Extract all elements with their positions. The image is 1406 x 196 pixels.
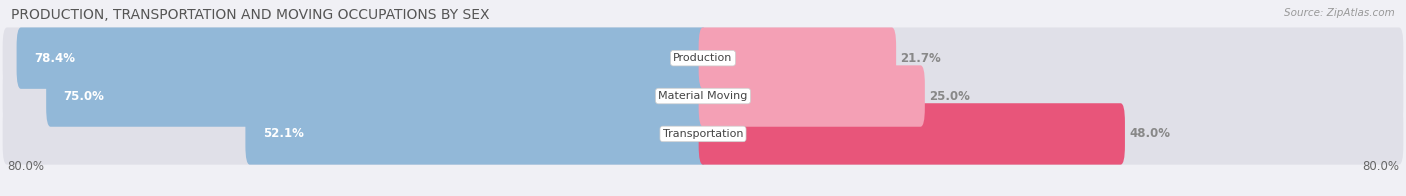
FancyBboxPatch shape xyxy=(3,65,1403,127)
FancyBboxPatch shape xyxy=(699,27,896,89)
Text: 78.4%: 78.4% xyxy=(34,52,75,65)
Text: Production: Production xyxy=(673,53,733,63)
FancyBboxPatch shape xyxy=(3,27,1403,89)
FancyBboxPatch shape xyxy=(17,27,707,89)
FancyBboxPatch shape xyxy=(3,103,1403,165)
Legend: Male, Female: Male, Female xyxy=(643,195,763,196)
FancyBboxPatch shape xyxy=(246,103,707,165)
FancyBboxPatch shape xyxy=(699,103,1125,165)
Text: PRODUCTION, TRANSPORTATION AND MOVING OCCUPATIONS BY SEX: PRODUCTION, TRANSPORTATION AND MOVING OC… xyxy=(11,8,489,22)
Text: 80.0%: 80.0% xyxy=(1362,160,1399,173)
Text: 25.0%: 25.0% xyxy=(929,90,970,103)
Text: Material Moving: Material Moving xyxy=(658,91,748,101)
Text: 52.1%: 52.1% xyxy=(263,127,304,140)
Text: Transportation: Transportation xyxy=(662,129,744,139)
FancyBboxPatch shape xyxy=(46,65,707,127)
Text: 80.0%: 80.0% xyxy=(7,160,44,173)
Text: Source: ZipAtlas.com: Source: ZipAtlas.com xyxy=(1284,8,1395,18)
Text: 21.7%: 21.7% xyxy=(900,52,941,65)
FancyBboxPatch shape xyxy=(699,65,925,127)
Text: 48.0%: 48.0% xyxy=(1129,127,1170,140)
Text: 75.0%: 75.0% xyxy=(63,90,104,103)
